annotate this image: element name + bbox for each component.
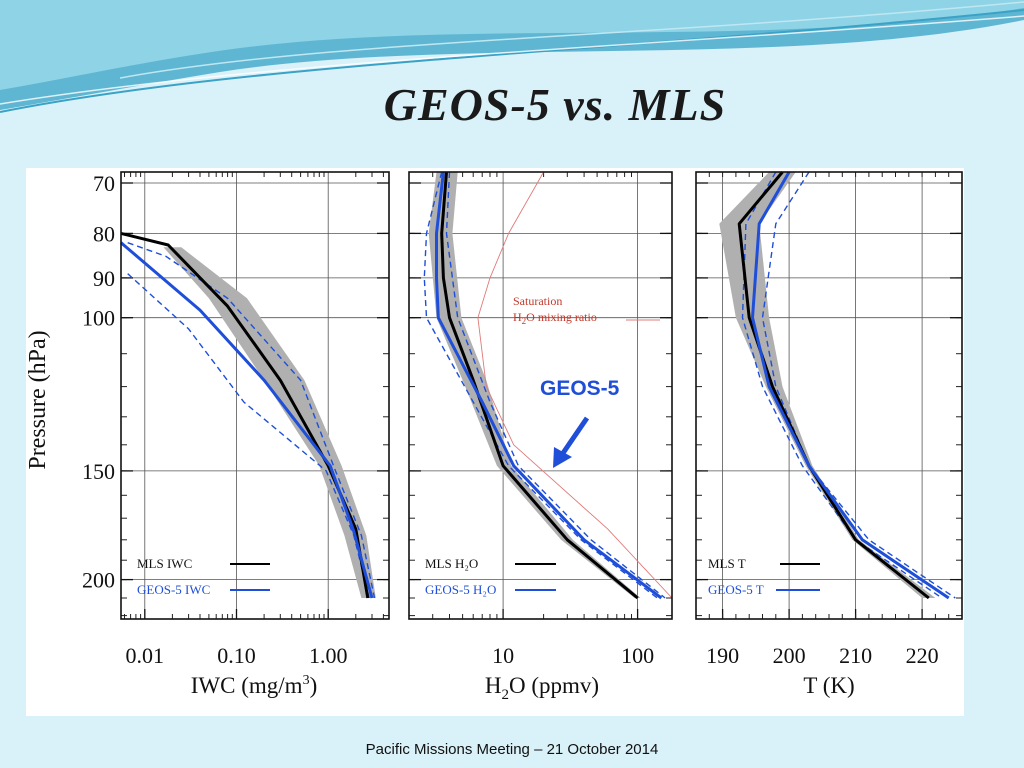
figure: 0.01 0.10 1.00 70 80 90 100 150 200 10 100 190 200… [26,168,964,716]
legend-mls-h2o-label: MLS H₂O [425,556,478,571]
geos5-annotation-arrow [553,416,590,468]
h2o-geos-line [435,171,663,600]
legend-geos5-t-label: GEOS-5 T [708,582,764,597]
iwc-mls-line [120,231,370,599]
iwc-x-tick-label: 0.10 [217,643,256,668]
iwc-x-tick-label: 0.01 [126,643,165,668]
y-tick-label: 80 [93,221,115,246]
header-banner [0,0,1024,140]
h2o-geos-dash-line [423,171,658,599]
iwc-geos-line [120,241,374,599]
x-axis-label-iwc: IWC (mg/m3) [191,673,317,698]
h2o-x-tick-label: 10 [492,643,514,668]
legend-geos5-h2o-label: GEOS-5 H₂O [425,582,496,597]
temperature-geos-dash-line [761,171,956,599]
temperature-mls-line [737,171,930,600]
x-axis-label-temperature: T (K) [803,673,854,698]
y-tick-label: 90 [93,266,115,291]
y-tick-label: 70 [93,171,115,196]
temperature-x-tick-label: 200 [773,643,806,668]
temperature-uncertainty-envelope [719,172,936,598]
h2o-mls-line [440,171,639,600]
legend-mls-iwc-label: MLS IWC [137,556,192,571]
slide-footer: Pacific Missions Meeting – 21 October 20… [365,741,659,758]
legend-mls-t-label: MLS T [708,556,746,571]
legend-h2o: MLS H₂O GEOS-5 H₂O [425,556,556,597]
temperature-x-tick-label: 220 [906,643,939,668]
iwc-plot-frame [120,171,390,620]
legend-geos5-iwc-label: GEOS-5 IWC [137,582,210,597]
iwc-geos-dash-line [127,242,376,599]
temperature-plot-frame [695,171,963,620]
y-tick-label: 150 [82,459,115,484]
iwc-uncertainty-envelope [163,247,376,599]
temperature-geos-line [751,171,950,600]
h2o-plot-frame [408,171,673,620]
h2o-saturation-line [477,171,673,599]
temperature-x-tick-label: 210 [839,643,872,668]
h2o-x-tick-label: 100 [621,643,654,668]
legend-temperature: MLS T GEOS-5 T [708,556,820,597]
y-axis-label: Pressure (hPa) [26,330,51,469]
temperature-x-tick-label: 190 [706,643,739,668]
slide-title: GEOS-5 vs. MLS [383,79,727,130]
saturation-label-line2: H2O mixing ratio [513,310,597,326]
legend-iwc: MLS IWC GEOS-5 IWC [137,556,270,597]
geos5-annotation-label: GEOS-5 [540,377,620,400]
h2o-uncertainty-envelope [428,172,641,598]
saturation-label-line1: Saturation [513,294,562,308]
y-tick-label: 200 [82,568,115,593]
iwc-x-tick-label: 1.00 [309,643,348,668]
h2o-panel: 10 100 [408,171,673,668]
h2o-geos-dash-line [445,171,666,599]
temperature-panel: 190 200 210 220 [695,171,963,668]
iwc-panel: 0.01 0.10 1.00 70 80 90 100 150 200 [82,171,390,668]
y-tick-label: 100 [82,306,115,331]
